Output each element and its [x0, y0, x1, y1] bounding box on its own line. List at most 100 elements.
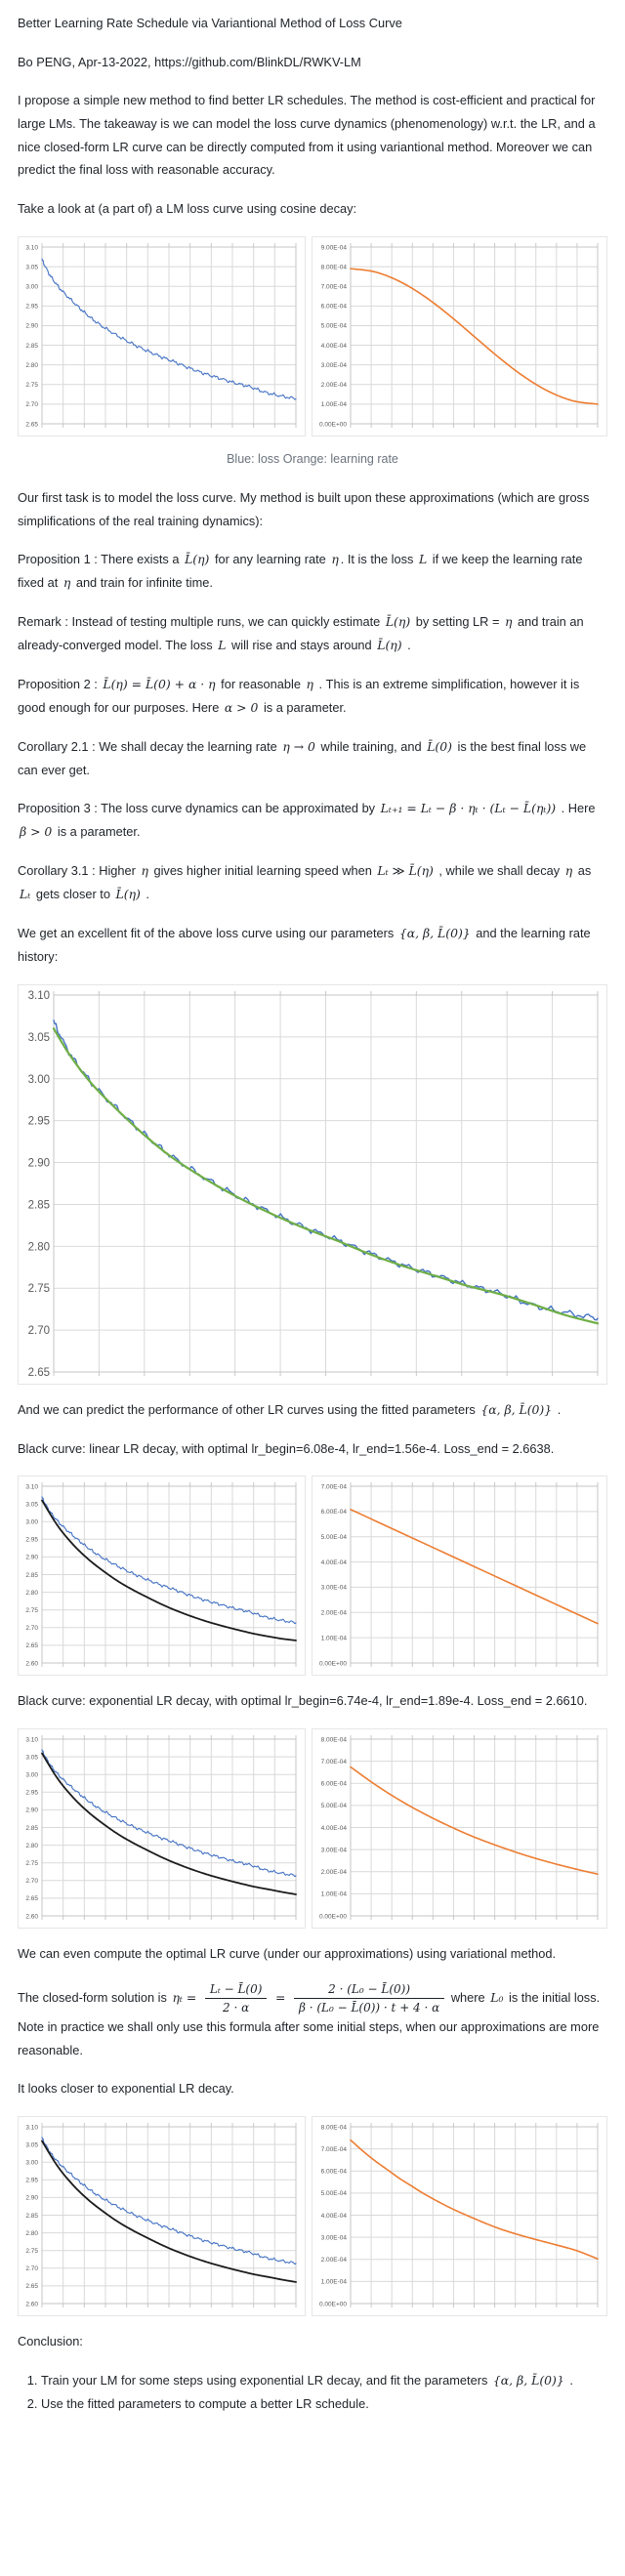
svg-text:3.05: 3.05	[25, 1502, 38, 1509]
model-intro-paragraph: Our first task is to model the loss curv…	[18, 489, 590, 528]
svg-text:2.60: 2.60	[25, 2301, 38, 2307]
proposition-2: Proposition 2 : L̄(η) = L̄(0) + α · η fo…	[18, 676, 580, 715]
predict-paragraph: And we can predict the performance of ot…	[18, 1401, 562, 1417]
svg-text:8.00E-04: 8.00E-04	[321, 1736, 348, 1743]
svg-text:3.00: 3.00	[25, 283, 38, 290]
svg-text:2.80: 2.80	[25, 1590, 38, 1597]
svg-text:2.70: 2.70	[25, 1878, 38, 1885]
conclusion-item-2: Use the fitted parameters to compute a b…	[41, 2392, 607, 2416]
svg-text:2.75: 2.75	[28, 1283, 50, 1295]
chart-lr-cosine: 9.00E-04 8.00E-04 7.00E-04 6.00E-04 5.00E-04…	[312, 235, 607, 436]
figure-linear-decay: 3.10 3.05 3.00 2.95 2.90 2.85 2.80 2.75 2.70 2.65…	[18, 1475, 607, 1677]
chart-loss-exp-pred: 3.10 3.05 3.00 2.95 2.90 2.85 2.80 2.75 2.70 2.65…	[18, 1728, 306, 1930]
svg-text:2.85: 2.85	[25, 2213, 38, 2220]
svg-text:2.95: 2.95	[25, 303, 38, 310]
svg-text:2.60: 2.60	[25, 1913, 38, 1920]
svg-text:2.60: 2.60	[25, 1661, 38, 1668]
conclusion-list: Train your LM for some steps using expon…	[18, 2369, 607, 2416]
svg-text:3.05: 3.05	[28, 1032, 50, 1044]
svg-text:6.00E-04: 6.00E-04	[321, 2169, 348, 2176]
svg-text:2.90: 2.90	[25, 2195, 38, 2202]
cosine-intro-paragraph: Take a look at (a part of) a LM loss cur…	[18, 201, 357, 217]
svg-text:2.00E-04: 2.00E-04	[321, 1610, 348, 1617]
svg-text:3.10: 3.10	[25, 2124, 38, 2131]
svg-text:2.85: 2.85	[25, 1572, 38, 1579]
svg-text:2.00E-04: 2.00E-04	[321, 1869, 348, 1876]
remark: Remark : Instead of testing multiple run…	[18, 614, 584, 652]
conclusion-item-1: Train your LM for some steps using expon…	[41, 2369, 607, 2392]
svg-text:3.05: 3.05	[25, 264, 38, 270]
svg-text:3.10: 3.10	[25, 1736, 38, 1743]
optimal-intro-paragraph: We can even compute the optimal LR curve…	[18, 1946, 557, 1962]
svg-text:1.00E-04: 1.00E-04	[321, 2279, 348, 2286]
svg-text:2.70: 2.70	[25, 1625, 38, 1632]
svg-text:2.95: 2.95	[25, 2178, 38, 2184]
svg-text:2.65: 2.65	[25, 1643, 38, 1650]
svg-text:2.80: 2.80	[25, 1843, 38, 1849]
svg-text:0.00E+00: 0.00E+00	[319, 1913, 347, 1920]
figure-cosine-decay: 3.10 3.05 3.00 2.95 2.90 2.85 2.80 2.75 2.70 2.65…	[18, 235, 607, 436]
svg-text:6.00E-04: 6.00E-04	[321, 1781, 348, 1788]
document-page: Better Learning Rate Schedule via Varian…	[0, 0, 625, 2452]
svg-text:3.00E-04: 3.00E-04	[321, 362, 348, 369]
svg-text:2.70: 2.70	[25, 2265, 38, 2272]
svg-text:2.75: 2.75	[25, 382, 38, 389]
svg-text:1.00E-04: 1.00E-04	[321, 401, 348, 408]
svg-text:4.00E-04: 4.00E-04	[321, 1559, 348, 1566]
svg-text:2.75: 2.75	[25, 2248, 38, 2255]
formula-equals: =	[274, 1989, 286, 2005]
svg-text:3.00: 3.00	[25, 1519, 38, 1526]
svg-text:0.00E+00: 0.00E+00	[319, 421, 347, 428]
svg-text:2.95: 2.95	[25, 1790, 38, 1797]
svg-text:0.00E+00: 0.00E+00	[319, 2301, 347, 2307]
formula-tail: where L₀ is the initial loss. Note in pr…	[18, 1989, 601, 2057]
svg-text:2.65: 2.65	[25, 1895, 38, 1902]
svg-text:3.10: 3.10	[25, 244, 38, 251]
svg-text:2.90: 2.90	[25, 322, 38, 329]
chart-lr-optimal: 8.00E-04 7.00E-04 6.00E-04 5.00E-04 4.00E-04…	[312, 2116, 607, 2317]
chart-loss-optimal-pred: 3.10 3.05 3.00 2.95 2.90 2.85 2.80 2.75 2.70 2.65…	[18, 2116, 306, 2317]
figure-loss-fit: 3.10 3.05 3.00 2.95 2.90 2.85 2.80 2.75 2.70 2.65	[18, 983, 607, 1385]
linear-result-paragraph: Black curve: linear LR decay, with optim…	[18, 1440, 555, 1456]
svg-text:3.00: 3.00	[28, 1074, 50, 1086]
svg-text:7.00E-04: 7.00E-04	[321, 1484, 348, 1491]
svg-text:2.80: 2.80	[28, 1241, 50, 1253]
formula-fraction-1: Lₜ − L̄(0) 2 · α	[204, 1981, 268, 2015]
svg-text:3.00E-04: 3.00E-04	[321, 1585, 348, 1592]
corollary-3-1: Corollary 3.1 : Higher η gives higher in…	[18, 863, 592, 902]
byline: Bo PENG, Apr-13-2022, https://github.com…	[18, 54, 361, 69]
closed-form-paragraph: The closed-form solution is ηₜ = Lₜ − L̄…	[18, 1981, 607, 2062]
svg-text:5.00E-04: 5.00E-04	[321, 322, 348, 329]
svg-text:2.90: 2.90	[25, 1807, 38, 1814]
svg-text:5.00E-04: 5.00E-04	[321, 2190, 348, 2197]
svg-text:2.90: 2.90	[25, 1555, 38, 1561]
page-title: Better Learning Rate Schedule via Varian…	[18, 16, 402, 30]
formula-prefix: The closed-form solution is	[18, 1989, 171, 2005]
svg-text:5.00E-04: 5.00E-04	[321, 1803, 348, 1809]
svg-text:3.05: 3.05	[25, 2141, 38, 2148]
svg-text:7.00E-04: 7.00E-04	[321, 1759, 348, 1766]
proposition-3: Proposition 3 : The loss curve dynamics …	[18, 801, 596, 840]
svg-text:3.00: 3.00	[25, 2160, 38, 2167]
corollary-2-1: Corollary 2.1 : We shall decay the learn…	[18, 738, 587, 777]
svg-text:2.00E-04: 2.00E-04	[321, 382, 348, 389]
svg-text:4.00E-04: 4.00E-04	[321, 343, 348, 350]
intro-paragraph: I propose a simple new method to find be…	[18, 93, 596, 178]
exp-result-paragraph: Black curve: exponential LR decay, with …	[18, 1693, 588, 1709]
svg-text:8.00E-04: 8.00E-04	[321, 264, 348, 270]
svg-text:2.80: 2.80	[25, 362, 38, 369]
svg-text:2.85: 2.85	[25, 1825, 38, 1832]
svg-text:4.00E-04: 4.00E-04	[321, 2213, 348, 2220]
svg-text:2.75: 2.75	[25, 1860, 38, 1867]
svg-text:3.10: 3.10	[28, 990, 50, 1002]
svg-text:2.65: 2.65	[28, 1367, 50, 1379]
figure-optimal-lr: 3.10 3.05 3.00 2.95 2.90 2.85 2.80 2.75 2.70 2.65…	[18, 2116, 607, 2317]
svg-text:2.70: 2.70	[25, 401, 38, 408]
svg-text:2.85: 2.85	[28, 1199, 50, 1211]
chart-lr-linear: 7.00E-04 6.00E-04 5.00E-04 4.00E-04 3.00E-04…	[312, 1475, 607, 1677]
chart-loss-cosine: 3.10 3.05 3.00 2.95 2.90 2.85 2.80 2.75 2.70 2.65	[18, 235, 306, 436]
svg-text:8.00E-04: 8.00E-04	[321, 2124, 348, 2131]
svg-text:7.00E-04: 7.00E-04	[321, 283, 348, 290]
svg-text:3.05: 3.05	[25, 1754, 38, 1761]
figure-caption: Blue: loss Orange: learning rate	[227, 451, 398, 466]
